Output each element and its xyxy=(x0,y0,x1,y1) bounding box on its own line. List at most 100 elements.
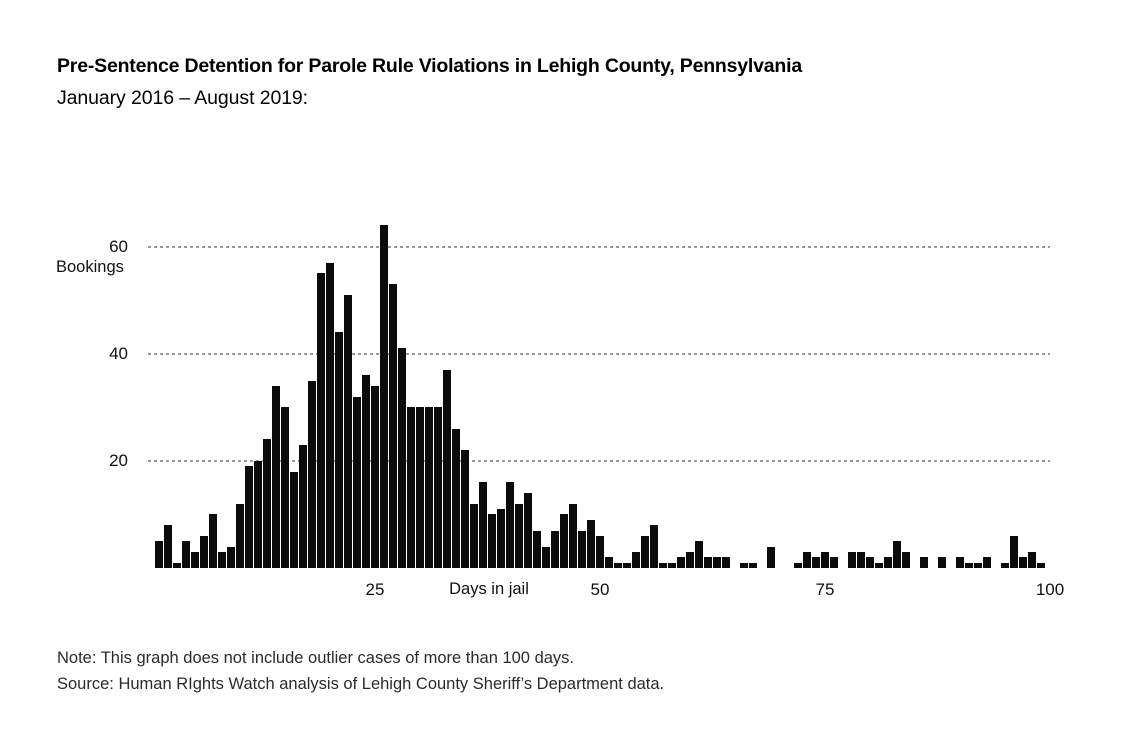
y-axis-tick-60: 60 xyxy=(109,236,128,256)
bar-day-20 xyxy=(326,262,334,568)
bar-day-57 xyxy=(659,562,667,568)
bar-day-80 xyxy=(866,557,874,568)
bar-day-90 xyxy=(956,557,964,568)
bar-day-31 xyxy=(425,407,433,568)
bar-day-81 xyxy=(875,562,883,568)
bar-day-18 xyxy=(308,380,316,568)
bar-day-55 xyxy=(641,535,649,568)
bar-day-66 xyxy=(740,562,748,568)
footnote-block: Note: This graph does not include outlie… xyxy=(57,645,664,697)
bar-day-64 xyxy=(722,557,730,568)
bar-day-41 xyxy=(515,503,523,568)
bar-day-92 xyxy=(974,562,982,568)
bar-day-9 xyxy=(227,546,235,568)
bar-day-38 xyxy=(488,514,496,568)
gridline-y20 xyxy=(148,459,1050,462)
bar-day-43 xyxy=(533,530,541,568)
bar-day-32 xyxy=(434,407,442,568)
bar-day-91 xyxy=(965,562,973,568)
bar-day-7 xyxy=(209,514,217,568)
bar-day-46 xyxy=(560,514,568,568)
bar-day-98 xyxy=(1028,551,1036,568)
bar-day-3 xyxy=(173,562,181,568)
bar-day-5 xyxy=(191,551,199,568)
bar-day-45 xyxy=(551,530,559,568)
bar-day-19 xyxy=(317,273,325,568)
bar-day-97 xyxy=(1019,557,1027,568)
bar-day-72 xyxy=(794,562,802,568)
gridline-y60 xyxy=(148,245,1050,248)
bar-day-34 xyxy=(452,428,460,568)
y-axis-label: Bookings xyxy=(56,257,124,276)
bar-day-23 xyxy=(353,396,361,568)
bar-day-42 xyxy=(524,493,532,568)
bar-day-12 xyxy=(254,460,262,568)
bar-day-93 xyxy=(983,557,991,568)
y-axis-tick-40: 40 xyxy=(109,343,128,363)
footnote-note: Note: This graph does not include outlie… xyxy=(57,649,575,667)
bar-day-10 xyxy=(236,503,244,568)
bar-day-4 xyxy=(182,541,190,568)
bar-day-83 xyxy=(893,541,901,568)
bar-day-16 xyxy=(290,471,298,568)
bar-day-25 xyxy=(371,385,379,568)
bar-day-53 xyxy=(623,562,631,568)
bar-day-84 xyxy=(902,551,910,568)
bar-day-2 xyxy=(164,525,172,568)
bar-day-26 xyxy=(380,225,388,568)
bar-day-82 xyxy=(884,557,892,568)
bar-day-11 xyxy=(245,466,253,568)
bar-day-62 xyxy=(704,557,712,568)
bar-day-47 xyxy=(569,503,577,568)
bar-day-54 xyxy=(632,551,640,568)
bar-day-14 xyxy=(272,385,280,568)
bar-day-37 xyxy=(479,482,487,568)
x-axis-tick-100: 100 xyxy=(1035,580,1065,599)
bar-day-61 xyxy=(695,541,703,568)
bar-day-15 xyxy=(281,407,289,568)
bar-day-13 xyxy=(263,439,271,568)
bar-day-29 xyxy=(407,407,415,568)
bar-day-56 xyxy=(650,525,658,568)
bar-day-52 xyxy=(614,562,622,568)
bar-day-96 xyxy=(1010,535,1018,568)
gridline-y40 xyxy=(148,352,1050,355)
x-axis-tick-75: 75 xyxy=(815,580,835,599)
bar-day-22 xyxy=(344,294,352,568)
bar-day-79 xyxy=(857,551,865,568)
bar-day-8 xyxy=(218,551,226,568)
bar-day-95 xyxy=(1001,562,1009,568)
bar-day-63 xyxy=(713,557,721,568)
footnote-source: Source: Human RIghts Watch analysis of L… xyxy=(57,675,665,693)
bar-day-74 xyxy=(812,557,820,568)
x-axis-label: Days in jail xyxy=(449,580,529,598)
bar-day-49 xyxy=(587,519,595,568)
x-axis-tick-50: 50 xyxy=(590,580,610,599)
x-axis-tick-25: 25 xyxy=(365,580,385,599)
bar-day-17 xyxy=(299,444,307,568)
bar-day-51 xyxy=(605,557,613,568)
bar-day-40 xyxy=(506,482,514,568)
bar-day-86 xyxy=(920,557,928,568)
bar-day-76 xyxy=(830,557,838,568)
bar-day-28 xyxy=(398,348,406,568)
bar-day-1 xyxy=(155,541,163,568)
bar-day-35 xyxy=(461,450,469,568)
bar-day-99 xyxy=(1037,562,1045,568)
bar-day-27 xyxy=(389,284,397,568)
bar-day-67 xyxy=(749,562,757,568)
bar-day-60 xyxy=(686,551,694,568)
bar-day-39 xyxy=(497,509,505,568)
bar-day-58 xyxy=(668,562,676,568)
bar-day-69 xyxy=(767,546,775,568)
chart-title: Pre-Sentence Detention for Parole Rule V… xyxy=(57,55,803,77)
bar-day-30 xyxy=(416,407,424,568)
bar-day-48 xyxy=(578,530,586,568)
bar-day-24 xyxy=(362,375,370,568)
bar-day-33 xyxy=(443,369,451,568)
bar-day-88 xyxy=(938,557,946,568)
bar-day-59 xyxy=(677,557,685,568)
bar-day-44 xyxy=(542,546,550,568)
